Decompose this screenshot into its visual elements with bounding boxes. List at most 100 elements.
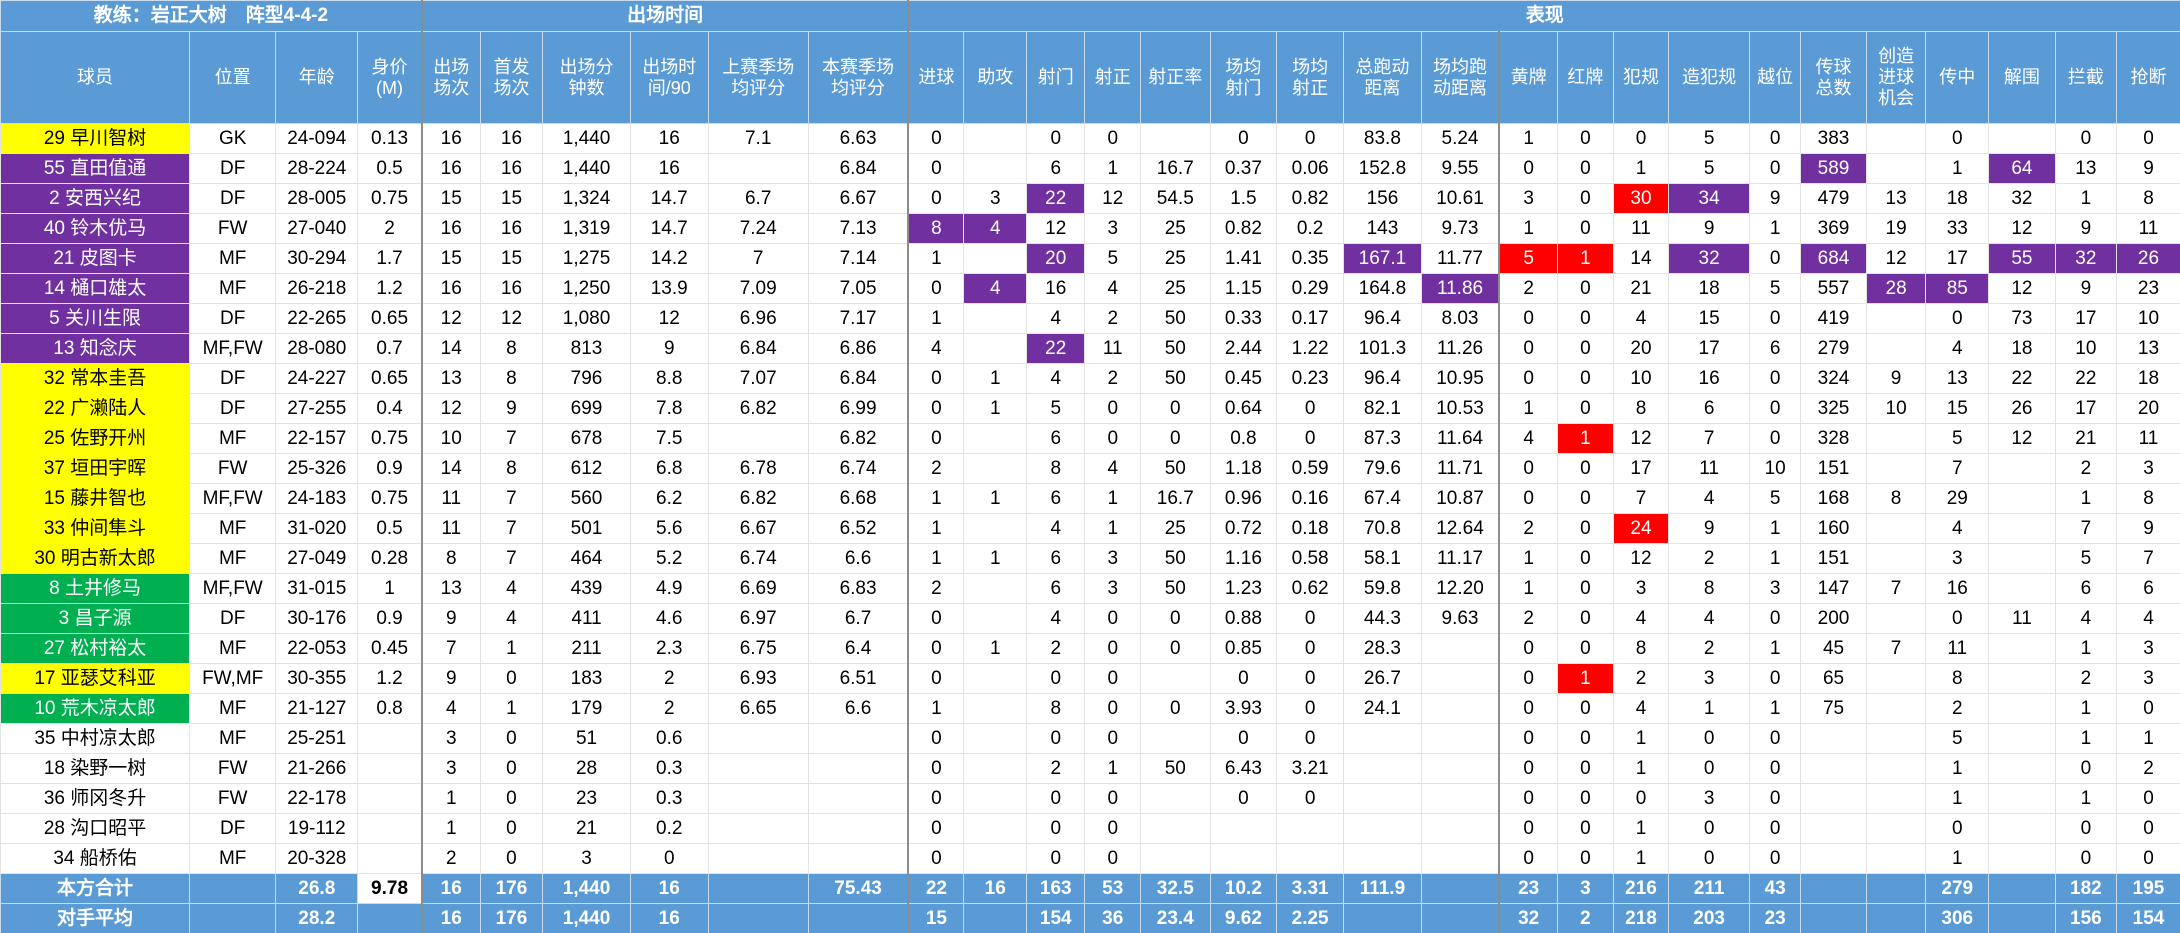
empty-cell <box>1343 843 1422 874</box>
table-header: 教练：岩正大树 阵型4-4-2 出场时间 表现 球员 位置 年龄 身价 (M) 出场 场次首… <box>0 0 2180 124</box>
empty-cell <box>963 423 1028 454</box>
cell: DF <box>189 363 277 394</box>
cell: 0 <box>1557 753 1614 784</box>
cell: 328 <box>1800 423 1867 454</box>
empty-cell <box>357 753 423 784</box>
empty-cell <box>1865 843 1927 874</box>
cell: 325 <box>1800 393 1867 424</box>
cell: 279 <box>1925 873 1990 904</box>
cell: 4.6 <box>629 603 709 634</box>
cell: 7.5 <box>629 423 709 454</box>
highlight-cell: 32 <box>1668 243 1750 274</box>
cell: 143 <box>1343 213 1422 244</box>
empty-cell <box>1988 873 2056 904</box>
cell: 3 <box>1498 183 1559 214</box>
empty-cell <box>1865 873 1927 904</box>
highlight-cell: 1 <box>1557 243 1614 274</box>
cell: 2 <box>357 213 423 244</box>
cell: 25-326 <box>275 453 359 484</box>
cell: 7 <box>1865 633 1927 664</box>
column-header: 射门 <box>1026 31 1086 124</box>
empty-cell <box>1988 573 2056 604</box>
cell: 0 <box>1557 303 1614 334</box>
cell: 0 <box>1557 273 1614 304</box>
player-name: 13 知念庆 <box>0 333 191 364</box>
cell: 7 <box>479 543 544 574</box>
cell: 15 <box>479 243 544 274</box>
cell: 4 <box>1084 453 1142 484</box>
cell: 23 <box>542 783 631 814</box>
cell: 1,250 <box>542 273 631 304</box>
group-header: 出场时间 <box>420 0 909 32</box>
cell: 16 <box>420 213 481 244</box>
cell: 0.7 <box>357 333 423 364</box>
empty-cell <box>707 813 809 844</box>
highlight-cell: 5 <box>1498 243 1559 274</box>
cell: 0 <box>1612 123 1670 154</box>
cell: 59.8 <box>1343 573 1422 604</box>
cell: 154 <box>2115 903 2180 933</box>
cell: 1 <box>907 243 965 274</box>
cell: 2 <box>1498 273 1559 304</box>
cell: 1 <box>1084 153 1142 184</box>
cell: 111.9 <box>1343 873 1422 904</box>
cell: 30-176 <box>275 603 359 634</box>
cell: 176 <box>479 903 544 933</box>
cell: 12 <box>1988 273 2056 304</box>
cell: 0 <box>1084 783 1142 814</box>
cell: 27-049 <box>275 543 359 574</box>
cell: 0 <box>907 663 965 694</box>
cell: 6.75 <box>707 633 809 664</box>
cell: 10.61 <box>1420 183 1500 214</box>
cell: 0 <box>1557 333 1614 364</box>
cell: 0 <box>907 633 965 664</box>
cell: 6.51 <box>807 663 909 694</box>
cell: 0.8 <box>1209 423 1278 454</box>
empty-cell <box>707 723 809 754</box>
cell: 0 <box>1925 303 1990 334</box>
empty-cell <box>1420 723 1500 754</box>
cell: 0 <box>1498 663 1559 694</box>
empty-cell <box>1800 813 1867 844</box>
cell: 18 <box>1988 333 2056 364</box>
cell: 147 <box>1800 573 1867 604</box>
cell: 1 <box>1748 633 1802 664</box>
cell: 16 <box>420 123 481 154</box>
cell: 0 <box>2054 123 2117 154</box>
empty-cell <box>807 843 909 874</box>
player-name: 30 明古新太郎 <box>0 543 191 574</box>
cell: 1 <box>1748 513 1802 544</box>
cell: 7.1 <box>707 123 809 154</box>
cell: MF <box>189 543 277 574</box>
cell: 5.2 <box>629 543 709 574</box>
player-name: 25 佐野开州 <box>0 423 191 454</box>
cell: 0 <box>1748 813 1802 844</box>
cell: 32.5 <box>1140 873 1211 904</box>
cell: 16 <box>963 873 1028 904</box>
cell: 0 <box>1498 693 1559 724</box>
empty-cell <box>1988 123 2056 154</box>
player-row: 35 中村凉太郎 MF 25-251 3 0 51 0.6 0 0 0 0 0 0 0 1 0 0 5 1 1 <box>0 723 2180 754</box>
cell: 0 <box>2115 783 2180 814</box>
cell: 3.31 <box>1276 873 1344 904</box>
cell: 419 <box>1800 303 1867 334</box>
empty-cell <box>1209 843 1278 874</box>
cell: 10 <box>1612 363 1670 394</box>
column-header: 场均跑 动距离 <box>1420 31 1500 124</box>
cell: 12 <box>1026 213 1086 244</box>
cell: 6.84 <box>807 153 909 184</box>
cell: 0 <box>479 813 544 844</box>
cell: 2 <box>629 693 709 724</box>
cell: 5.6 <box>629 513 709 544</box>
empty-cell <box>357 813 423 844</box>
cell: 0 <box>2115 123 2180 154</box>
highlight-cell: 22 <box>1026 183 1086 214</box>
cell: 32 <box>1498 903 1559 933</box>
cell: 23.4 <box>1140 903 1211 933</box>
cell: 7.8 <box>629 393 709 424</box>
empty-cell <box>1420 873 1500 904</box>
cell: 0 <box>1084 423 1142 454</box>
cell: 23 <box>2115 273 2180 304</box>
cell: 0 <box>479 843 544 874</box>
cell: 10 <box>1748 453 1802 484</box>
